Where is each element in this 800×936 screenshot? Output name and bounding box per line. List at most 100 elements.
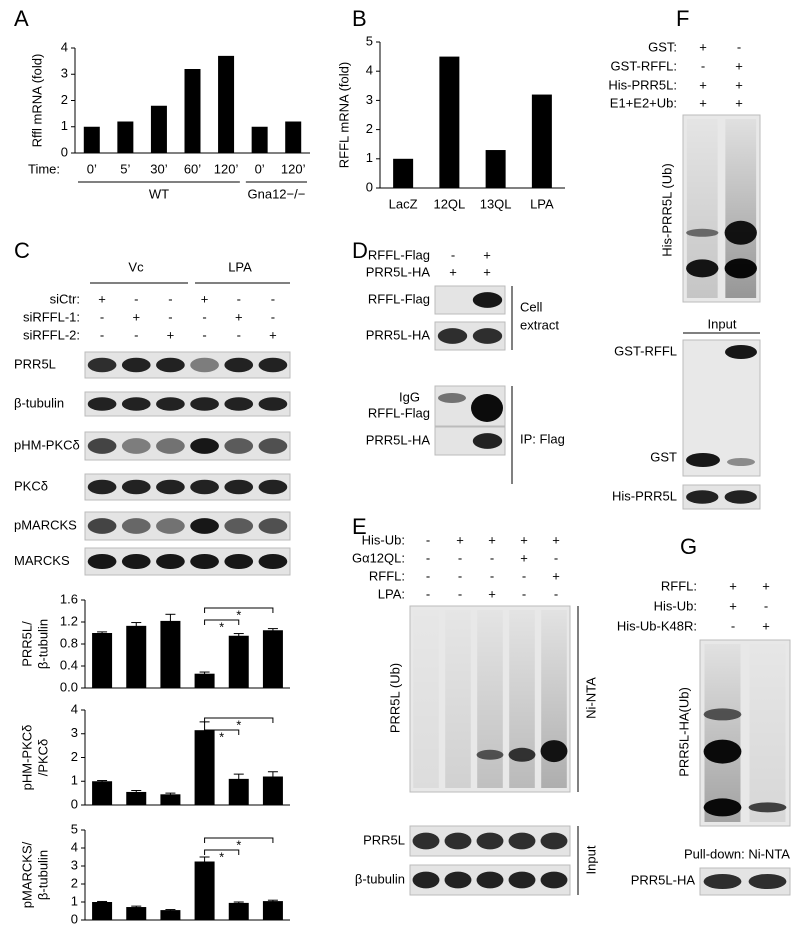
sign: -: [490, 568, 494, 583]
blot-label: pMARCKS: [14, 517, 77, 532]
blot-band: [686, 490, 719, 504]
blot-label: PRR5L: [363, 832, 405, 847]
blot-band: [444, 871, 472, 889]
y-tick-label: 2: [71, 875, 78, 890]
bar: [194, 861, 215, 920]
sign: +: [449, 264, 457, 279]
sign: -: [458, 550, 462, 565]
sign: +: [729, 578, 737, 593]
blot-band: [258, 479, 288, 495]
y-axis-label: PRR5L/: [19, 621, 34, 667]
row-label: siRFFL-2:: [23, 327, 80, 342]
blot-label: His-PRR5L (Ub): [659, 163, 674, 256]
blot: [84, 431, 291, 461]
bar: [92, 781, 113, 805]
y-tick-label: 0.8: [60, 635, 78, 650]
sign: +: [735, 58, 743, 73]
blot-band: [156, 518, 185, 534]
sign: +: [98, 291, 106, 306]
side-label: Cell: [520, 299, 543, 314]
blot-band: [121, 518, 151, 534]
bar: [218, 55, 235, 153]
x-tick-label: 30’: [150, 161, 167, 176]
blot-smear: [477, 610, 503, 788]
blot-band: [190, 553, 219, 570]
sign: -: [271, 309, 275, 324]
y-tick-label: 1: [61, 118, 68, 133]
significance-bracket: [204, 729, 240, 735]
blot-band: [121, 438, 151, 454]
blot-band: [121, 397, 151, 411]
sign: -: [522, 568, 526, 583]
significance-star: *: [236, 717, 241, 732]
blot-band: [156, 438, 185, 454]
sign: -: [134, 291, 138, 306]
blot-band: [224, 357, 254, 373]
y-axis-label: β-tubulin: [35, 619, 50, 669]
blot-band: [703, 798, 742, 817]
y-axis-label: pHM-PKCδ: [19, 725, 34, 791]
blot-label: RFFL-Flag: [368, 291, 430, 306]
blot-band: [224, 438, 254, 454]
sign: -: [168, 309, 172, 324]
sign: -: [426, 532, 430, 547]
blot-band: [156, 479, 185, 495]
bar: [262, 630, 283, 688]
blot-label: PRR5L-HA: [631, 872, 696, 887]
row-label: siRFFL-1:: [23, 309, 80, 324]
blot-band: [224, 553, 254, 570]
blot-label: His-PRR5L: [612, 488, 677, 503]
sign: -: [202, 309, 206, 324]
blot-band: [472, 292, 503, 308]
bar: [439, 56, 460, 188]
row-label: Gα12QL:: [352, 550, 405, 565]
blot-label: PRR5L-HA: [366, 327, 431, 342]
significance-star: *: [236, 837, 241, 852]
significance-bracket: [204, 849, 240, 855]
blot-label: PRR5L-HA(Ub): [676, 687, 691, 777]
sign: -: [426, 586, 430, 601]
blot-band: [224, 518, 254, 534]
sign: -: [458, 568, 462, 583]
axis: [84, 830, 290, 921]
sign: -: [271, 291, 275, 306]
row-label: E1+E2+Ub:: [610, 95, 677, 110]
row-label: siCtr:: [50, 291, 80, 306]
blot-smear: [749, 644, 786, 822]
blot-band: [190, 357, 219, 373]
blot-band: [471, 394, 503, 422]
row-label: LPA:: [378, 586, 405, 601]
panel-letter: A: [14, 6, 29, 31]
axis: [84, 710, 290, 806]
bar: [126, 625, 147, 688]
bar: [194, 673, 215, 688]
blot-band: [258, 397, 288, 411]
sign: +: [483, 247, 491, 262]
sign: -: [731, 618, 735, 633]
sign: +: [699, 77, 707, 92]
blot-band: [190, 438, 219, 454]
y-tick-label: 0: [71, 911, 78, 926]
sign: +: [132, 309, 140, 324]
blot-band: [476, 871, 504, 889]
blot-band: [540, 871, 568, 889]
blot-band: [190, 518, 219, 534]
sign: -: [100, 327, 104, 342]
significance-star: *: [236, 607, 241, 622]
significance-star: *: [219, 619, 224, 634]
x-tick-label: 12QL: [433, 196, 465, 211]
blot-band: [437, 328, 468, 344]
y-axis-label: /PKCδ: [35, 739, 50, 777]
sign: -: [100, 309, 104, 324]
row-label: RFFL-Flag: [368, 247, 430, 262]
sign: -: [737, 39, 741, 54]
sign: +: [201, 291, 209, 306]
row-label: His-Ub-K48R:: [617, 618, 697, 633]
bar: [228, 902, 249, 920]
blot-band: [724, 490, 757, 504]
side-label: Ni-NTA: [583, 677, 598, 719]
bar: [194, 730, 215, 805]
blot-band: [748, 873, 787, 890]
row-label: His-Ub:: [654, 598, 697, 613]
sign: -: [426, 550, 430, 565]
